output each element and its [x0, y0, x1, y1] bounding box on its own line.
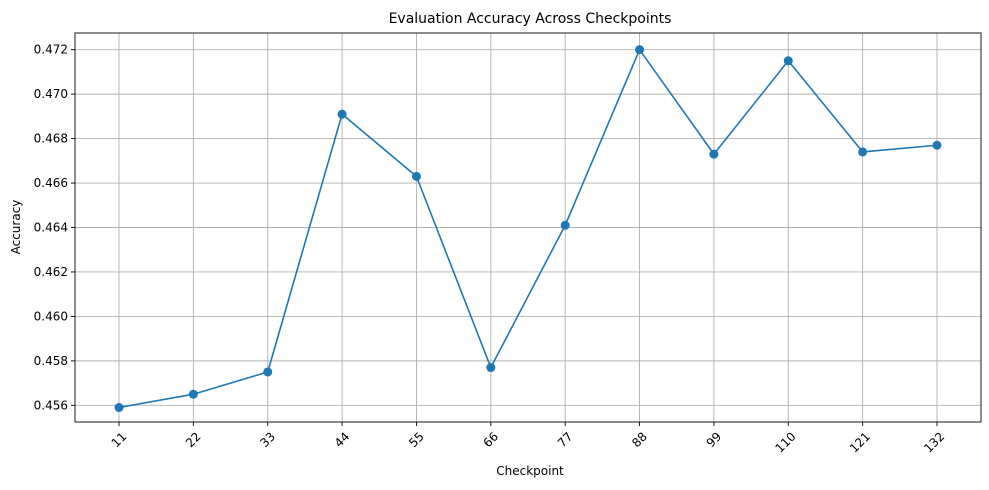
y-tick-label: 0.458 [34, 354, 68, 368]
y-tick-label: 0.462 [34, 265, 68, 279]
grid-lines [75, 33, 981, 422]
y-tick-label: 0.456 [34, 398, 68, 412]
data-point [560, 220, 570, 230]
data-point [337, 109, 347, 119]
series-layer [114, 45, 942, 413]
x-axis-title: Checkpoint [496, 464, 564, 478]
chart-title: Evaluation Accuracy Across Checkpoints [389, 11, 672, 27]
y-tick-label: 0.472 [34, 43, 68, 57]
data-point [783, 56, 793, 66]
series-line [118, 48, 938, 409]
y-tick-label: 0.470 [34, 87, 68, 101]
y-axis-ticks: 0.456 0.458 0.460 0.462 0.464 0.466 0.468 0.470… [34, 43, 75, 412]
data-point [932, 140, 942, 150]
data-point [411, 171, 421, 181]
y-tick-label: 0.464 [34, 221, 68, 235]
data-point [114, 403, 124, 413]
y-tick-label: 0.460 [34, 309, 68, 323]
y-axis-title: Accuracy [9, 200, 23, 255]
data-point [635, 45, 645, 55]
data-point [263, 367, 273, 377]
y-tick-label: 0.466 [34, 176, 68, 190]
data-point [709, 149, 719, 159]
data-point [858, 147, 868, 157]
axes-frame [74, 32, 982, 423]
data-point [486, 363, 496, 373]
data-point [188, 389, 198, 399]
y-tick-label: 0.468 [34, 132, 68, 146]
